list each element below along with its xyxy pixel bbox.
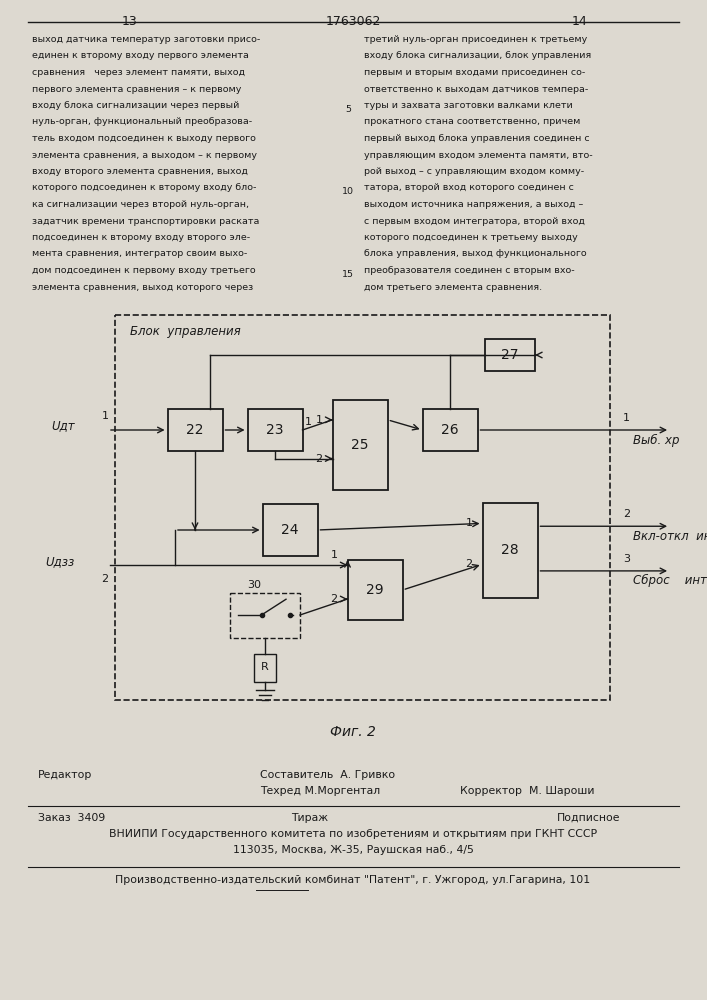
Text: татора, второй вход которого соединен с: татора, второй вход которого соединен с xyxy=(364,184,574,192)
Text: 1: 1 xyxy=(305,417,312,427)
Text: Составитель  А. Гривко: Составитель А. Гривко xyxy=(38,778,173,788)
Text: Выб. хр: Выб. хр xyxy=(633,433,679,447)
Text: 15: 15 xyxy=(342,270,354,279)
Text: третий нуль-орган присоединен к третьему: третий нуль-орган присоединен к третьему xyxy=(364,35,588,44)
Text: 25: 25 xyxy=(351,438,369,452)
Text: 24: 24 xyxy=(281,523,299,537)
Text: дом подсоединен к первому входу третьего: дом подсоединен к первому входу третьего xyxy=(32,266,256,275)
Text: первым и вторым входами присоединен со-: первым и вторым входами присоединен со- xyxy=(364,68,585,77)
Bar xyxy=(247,409,303,451)
Text: Заказ  3409: Заказ 3409 xyxy=(38,812,105,822)
Text: 5: 5 xyxy=(345,105,351,114)
Text: 1: 1 xyxy=(623,413,630,423)
Text: 23: 23 xyxy=(267,423,284,437)
Text: Корректор  М. Шароши: Корректор М. Шароши xyxy=(460,786,595,796)
Text: мента сравнения, интегратор своим выхо-: мента сравнения, интегратор своим выхо- xyxy=(32,249,247,258)
Text: ВНИИПИ Государственного комитета по изобретениям и открытиям при ГКНТ СССР: ВНИИПИ Государственного комитета по изоб… xyxy=(109,828,597,838)
Text: нуль-орган, функциональный преобразова-: нуль-орган, функциональный преобразова- xyxy=(32,117,252,126)
Text: 27: 27 xyxy=(501,348,519,362)
Text: единен к второму входу первого элемента: единен к второму входу первого элемента xyxy=(32,51,249,60)
Text: с первым входом интегратора, второй вход: с первым входом интегратора, второй вход xyxy=(364,217,585,226)
Text: 2: 2 xyxy=(623,509,630,519)
Text: блока управления, выход функционального: блока управления, выход функционального xyxy=(364,249,587,258)
Text: 1: 1 xyxy=(465,518,472,528)
Text: рой выход – с управляющим входом комму-: рой выход – с управляющим входом комму- xyxy=(364,167,584,176)
Text: задатчик времени транспортировки раската: задатчик времени транспортировки раската xyxy=(32,217,259,226)
Text: 2: 2 xyxy=(315,454,322,464)
Text: Заказ  3409: Заказ 3409 xyxy=(38,813,105,823)
Text: 1763062: 1763062 xyxy=(325,15,380,28)
Text: Тираж: Тираж xyxy=(291,813,329,823)
Text: Составитель  А. Гривко: Составитель А. Гривко xyxy=(260,770,395,780)
Text: прокатного стана соответственно, причем: прокатного стана соответственно, причем xyxy=(364,117,580,126)
Bar xyxy=(348,560,402,620)
Text: 29: 29 xyxy=(366,583,384,597)
Text: дом третьего элемента сравнения.: дом третьего элемента сравнения. xyxy=(364,282,542,292)
Text: 113035, Москва, Ж-35, Раушская наб., 4/5: 113035, Москва, Ж-35, Раушская наб., 4/5 xyxy=(233,843,474,853)
Text: 26: 26 xyxy=(441,423,459,437)
Text: входу второго элемента сравнения, выход: входу второго элемента сравнения, выход xyxy=(32,167,248,176)
Text: входу блока сигнализации, блок управления: входу блока сигнализации, блок управлени… xyxy=(364,51,591,60)
Text: туры и захвата заготовки валками клети: туры и захвата заготовки валками клети xyxy=(364,101,573,110)
Text: 13: 13 xyxy=(122,15,138,28)
Text: Вкл-откл  инт: Вкл-откл инт xyxy=(633,530,707,543)
Text: 1: 1 xyxy=(330,550,337,560)
Text: тель входом подсоединен к выходу первого: тель входом подсоединен к выходу первого xyxy=(32,134,256,143)
Text: элемента сравнения, а выходом – к первому: элемента сравнения, а выходом – к первом… xyxy=(32,150,257,159)
Bar xyxy=(485,339,535,371)
Text: 30: 30 xyxy=(247,580,262,590)
Bar xyxy=(254,654,276,682)
Text: Подписное: Подписное xyxy=(556,813,620,823)
Text: 10: 10 xyxy=(342,187,354,196)
Bar xyxy=(423,409,477,451)
Text: Техред М.Моргентал: Техред М.Моргентал xyxy=(38,794,158,804)
Bar xyxy=(262,504,317,556)
Text: Техред М.Моргентал: Техред М.Моргентал xyxy=(260,786,380,796)
Bar xyxy=(115,315,610,700)
Text: Корректор  М. Шароши: Корректор М. Шароши xyxy=(500,794,634,804)
Bar xyxy=(230,592,300,638)
Text: 3: 3 xyxy=(623,554,630,564)
Text: 22: 22 xyxy=(186,423,204,437)
Text: 14: 14 xyxy=(572,15,588,28)
Bar xyxy=(482,502,537,597)
Text: Uдт: Uдт xyxy=(52,420,75,432)
Text: управляющим входом элемента памяти, вто-: управляющим входом элемента памяти, вто- xyxy=(364,150,592,159)
Text: ВНИИПИ Государственного комитета по изобретениям и открытиям при ГКНТ СССР: ВНИИПИ Государственного комитета по изоб… xyxy=(109,829,597,839)
Text: Редактор: Редактор xyxy=(38,770,93,780)
Text: Блок  управления: Блок управления xyxy=(130,325,241,338)
Text: Подписное: Подписное xyxy=(556,812,620,822)
Text: подсоединен к второму входу второго эле-: подсоединен к второму входу второго эле- xyxy=(32,233,250,242)
Text: элемента сравнения, выход которого через: элемента сравнения, выход которого через xyxy=(32,282,253,292)
Text: которого подсоединен к третьему выходу: которого подсоединен к третьему выходу xyxy=(364,233,578,242)
Bar xyxy=(332,400,387,490)
Text: первый выход блока управления соединен с: первый выход блока управления соединен с xyxy=(364,134,590,143)
Text: Производственно-издательский комбинат "Патент", г. Ужгород, ул.Гагарина, 101: Производственно-издательский комбинат "П… xyxy=(115,875,590,885)
Text: 1: 1 xyxy=(102,411,108,421)
Bar xyxy=(168,409,223,451)
Text: Фиг. 2: Фиг. 2 xyxy=(330,725,376,739)
Text: Uдзз: Uдзз xyxy=(46,556,75,568)
Text: 28: 28 xyxy=(501,543,519,557)
Text: которого подсоединен к второму входу бло-: которого подсоединен к второму входу бло… xyxy=(32,184,257,192)
Text: R: R xyxy=(261,662,269,672)
Bar xyxy=(0,755,707,1000)
Text: Сброс    инт: Сброс инт xyxy=(633,574,707,587)
Text: ка сигнализации через второй нуль-орган,: ка сигнализации через второй нуль-орган, xyxy=(32,200,249,209)
Text: сравнения   через элемент памяти, выход: сравнения через элемент памяти, выход xyxy=(32,68,245,77)
Text: Производственно-издательский комбинат "Патент", г. Ужгород, ул.Гагарина, 101: Производственно-издательский комбинат "П… xyxy=(115,871,590,881)
Text: ответственно к выходам датчиков темпера-: ответственно к выходам датчиков темпера- xyxy=(364,85,588,94)
Text: 2: 2 xyxy=(330,594,337,604)
Text: выходом источника напряжения, а выход –: выходом источника напряжения, а выход – xyxy=(364,200,583,209)
Text: 2: 2 xyxy=(465,559,472,569)
Text: 113035, Москва, Ж-35, Раушская наб., 4/5: 113035, Москва, Ж-35, Раушская наб., 4/5 xyxy=(233,845,474,855)
Text: первого элемента сравнения – к первому: первого элемента сравнения – к первому xyxy=(32,85,241,94)
Text: 2: 2 xyxy=(101,574,109,584)
Text: Редактор: Редактор xyxy=(38,794,93,804)
Text: выход датчика температур заготовки присо-: выход датчика температур заготовки присо… xyxy=(32,35,260,44)
Text: входу блока сигнализации через первый: входу блока сигнализации через первый xyxy=(32,101,240,110)
Text: Тираж: Тираж xyxy=(291,812,329,822)
Text: преобразователя соединен с вторым вхо-: преобразователя соединен с вторым вхо- xyxy=(364,266,575,275)
Text: 1: 1 xyxy=(315,415,322,425)
